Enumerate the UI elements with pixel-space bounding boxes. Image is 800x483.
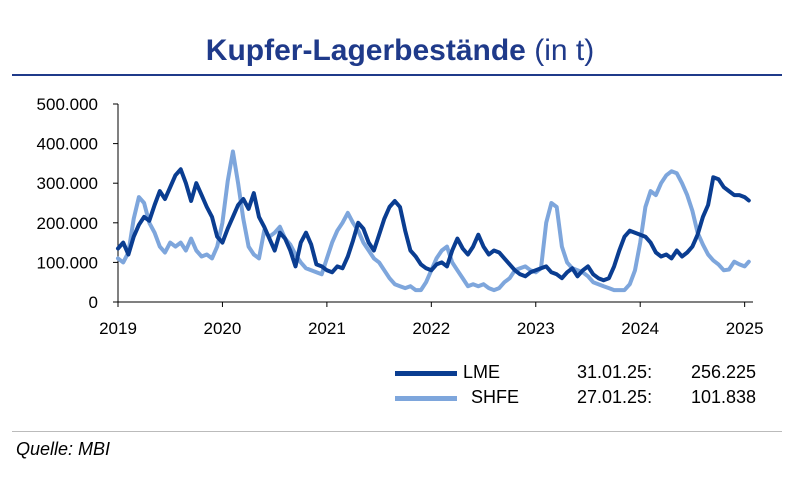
footer-divider — [12, 431, 782, 432]
series-lines — [116, 149, 751, 293]
x-tick-label: 2023 — [517, 319, 555, 338]
title-unit: (in t) — [534, 34, 595, 67]
x-tick-label: 2022 — [412, 319, 450, 338]
source-note: Quelle: MBI — [16, 439, 111, 459]
y-tick-label: 500.000 — [37, 95, 98, 114]
legend-swatch-lme — [395, 371, 457, 376]
legend-date-lme: 31.01.25: — [577, 362, 653, 382]
y-tick-label: 0 — [89, 293, 98, 312]
x-tick-label: 2021 — [308, 319, 346, 338]
x-axis: 2019 2020 2021 2022 2023 2024 2025 — [99, 301, 764, 338]
title-divider — [12, 74, 782, 76]
legend-value-shfe: 101.838 — [691, 387, 757, 407]
x-tick-label: 2020 — [204, 319, 242, 338]
x-tick-label: 2024 — [621, 319, 659, 338]
x-tick-label: 2025 — [726, 319, 764, 338]
legend-value-lme: 256.225 — [691, 362, 757, 382]
legend-swatch-shfe — [395, 396, 457, 401]
title-main: Kupfer-Lagerbestände — [205, 34, 526, 67]
y-tick-label: 200.000 — [37, 214, 98, 233]
legend-label-shfe: SHFE — [471, 387, 520, 407]
y-tick-label: 100.000 — [37, 253, 98, 272]
page-title: Kupfer-Lagerbestände (in t) — [0, 34, 800, 68]
y-axis: 0 100.000 200.000 300.000 400.000 500.000 — [37, 95, 119, 312]
series-line-lme — [116, 167, 751, 283]
legend-date-shfe: 27.01.25: — [577, 387, 653, 407]
y-tick-label: 400.000 — [37, 135, 98, 154]
y-tick-label: 300.000 — [37, 174, 98, 193]
x-tick-label: 2019 — [99, 319, 137, 338]
legend-label-lme: LME — [463, 362, 501, 382]
